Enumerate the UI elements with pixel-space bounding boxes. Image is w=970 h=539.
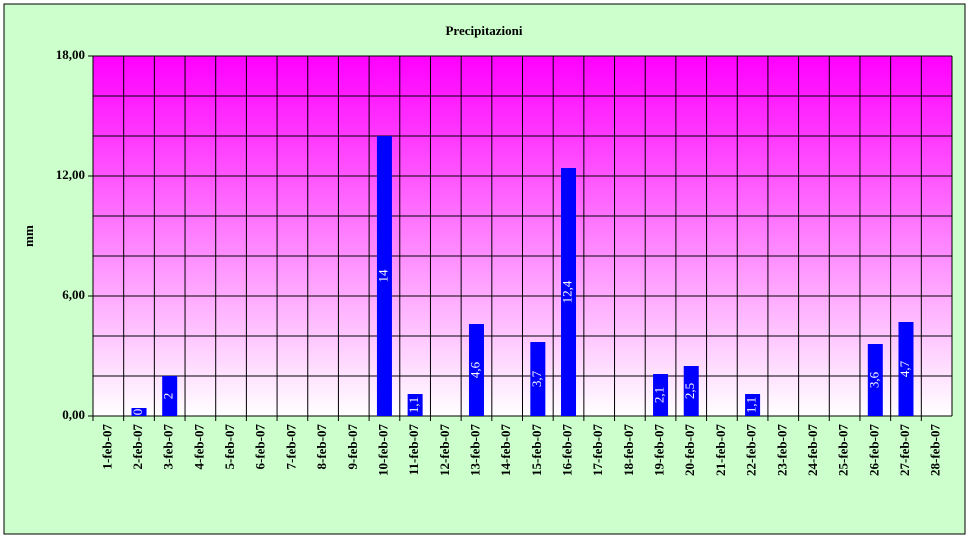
data-label: 4,6 — [467, 361, 482, 378]
x-tick-label: 2-feb-07 — [130, 424, 145, 470]
x-tick-label: 27-feb-07 — [897, 424, 912, 476]
bar — [561, 168, 577, 416]
bar — [530, 342, 546, 416]
x-tick-label: 26-feb-07 — [866, 424, 881, 476]
data-label: 4,7 — [897, 360, 912, 377]
y-axis-label: mm — [21, 225, 36, 247]
chart-title: Precipitazioni — [445, 23, 522, 38]
data-label: 0 — [130, 409, 145, 416]
bar — [898, 322, 914, 416]
data-label: 2,5 — [682, 383, 697, 399]
bar — [407, 394, 423, 416]
x-tick-label: 24-feb-07 — [805, 424, 820, 476]
x-tick-label: 3-feb-07 — [161, 424, 176, 470]
x-tick-label: 23-feb-07 — [774, 424, 789, 476]
y-tick-label: 6,00 — [62, 287, 85, 302]
x-tick-label: 6-feb-07 — [253, 424, 268, 470]
x-tick-label: 10-feb-07 — [375, 424, 390, 476]
x-tick-label: 1-feb-07 — [99, 424, 114, 470]
x-tick-label: 18-feb-07 — [621, 424, 636, 476]
x-tick-label: 7-feb-07 — [283, 424, 298, 470]
bar — [683, 366, 699, 416]
y-tick-label: 18,00 — [56, 47, 85, 62]
data-label: 14 — [375, 269, 390, 283]
y-tick-label: 0,00 — [62, 407, 85, 422]
data-label: 12,4 — [560, 280, 575, 303]
x-tick-label: 14-feb-07 — [498, 424, 513, 476]
data-label: 1,1 — [744, 397, 759, 413]
x-tick-label: 21-feb-07 — [713, 424, 728, 476]
bar — [468, 324, 484, 416]
bar — [131, 408, 147, 416]
x-tick-label: 15-feb-07 — [529, 424, 544, 476]
bar — [376, 136, 392, 416]
x-tick-label: 28-feb-07 — [928, 424, 943, 476]
x-tick-label: 12-feb-07 — [437, 424, 452, 476]
x-tick-label: 4-feb-07 — [191, 424, 206, 470]
x-tick-label: 11-feb-07 — [406, 424, 421, 476]
x-tick-label: 17-feb-07 — [590, 424, 605, 476]
data-label: 3,7 — [529, 370, 544, 387]
data-label: 1,1 — [406, 397, 421, 413]
data-label: 3,6 — [866, 371, 881, 388]
bar — [653, 374, 669, 416]
x-tick-label: 16-feb-07 — [560, 424, 575, 476]
bar — [867, 344, 883, 416]
x-tick-label: 5-feb-07 — [222, 424, 237, 470]
x-tick-label: 8-feb-07 — [314, 424, 329, 470]
x-tick-label: 9-feb-07 — [345, 424, 360, 470]
bar — [745, 394, 761, 416]
y-tick-label: 12,00 — [56, 167, 85, 182]
x-tick-label: 19-feb-07 — [652, 424, 667, 476]
bar — [162, 376, 178, 416]
data-label: 2 — [161, 393, 176, 400]
x-tick-label: 22-feb-07 — [744, 424, 759, 476]
x-tick-label: 20-feb-07 — [682, 424, 697, 476]
x-tick-label: 13-feb-07 — [467, 424, 482, 476]
data-label: 2,1 — [652, 387, 667, 403]
x-tick-label: 25-feb-07 — [836, 424, 851, 476]
